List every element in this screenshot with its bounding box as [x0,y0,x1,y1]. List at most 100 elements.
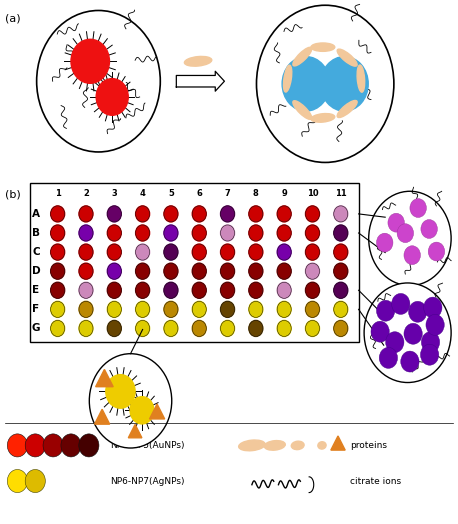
Circle shape [221,206,234,222]
Circle shape [51,244,65,260]
Circle shape [79,244,93,260]
Ellipse shape [284,65,292,92]
Text: 4: 4 [140,189,146,199]
Ellipse shape [402,293,418,299]
Circle shape [305,282,320,298]
Circle shape [107,320,121,336]
Polygon shape [128,424,142,438]
Circle shape [51,225,65,241]
Circle shape [221,244,234,260]
Text: NP6-NP7(AgNPs): NP6-NP7(AgNPs) [110,476,185,486]
Circle shape [51,263,65,279]
Text: (b): (b) [5,190,20,200]
Circle shape [221,225,234,241]
Circle shape [130,397,154,424]
Circle shape [79,282,93,298]
Circle shape [107,263,121,279]
Text: A: A [32,209,40,219]
Text: C: C [32,247,40,257]
Circle shape [221,263,234,279]
Ellipse shape [392,209,408,217]
Circle shape [107,225,121,241]
Ellipse shape [185,57,212,66]
Circle shape [305,206,320,222]
Circle shape [277,263,291,279]
Ellipse shape [311,43,335,51]
Ellipse shape [291,441,304,450]
Circle shape [305,301,320,318]
Circle shape [164,206,178,222]
Circle shape [305,320,320,336]
Circle shape [364,283,451,383]
Circle shape [221,320,234,336]
Circle shape [164,320,178,336]
Circle shape [388,213,404,232]
Circle shape [43,434,63,457]
Ellipse shape [357,65,365,92]
Circle shape [96,79,128,115]
Circle shape [249,320,263,336]
Circle shape [79,301,93,318]
Circle shape [136,225,150,241]
Circle shape [420,344,439,365]
Circle shape [136,244,150,260]
Circle shape [428,242,445,261]
Circle shape [164,244,178,260]
Circle shape [421,332,440,353]
Circle shape [192,225,206,241]
Ellipse shape [311,114,335,122]
Circle shape [164,225,178,241]
Ellipse shape [376,357,392,366]
Circle shape [371,321,389,342]
Text: 11: 11 [335,189,347,199]
Circle shape [282,57,330,111]
Circle shape [421,220,437,238]
Text: 8: 8 [253,189,259,199]
Text: B: B [32,228,40,238]
Circle shape [376,233,393,252]
Ellipse shape [414,256,431,265]
Circle shape [334,225,348,241]
Ellipse shape [264,441,285,450]
Circle shape [25,470,45,493]
Circle shape [249,301,263,318]
Text: proteins: proteins [350,441,387,450]
Circle shape [401,351,419,372]
Circle shape [426,314,444,335]
Circle shape [192,320,206,336]
Circle shape [277,320,291,336]
Circle shape [249,282,263,298]
Text: 9: 9 [281,189,287,199]
Ellipse shape [337,101,357,117]
Circle shape [107,301,121,318]
Text: 5: 5 [168,189,174,199]
Circle shape [277,282,291,298]
Text: 2: 2 [83,189,89,199]
Text: G: G [32,323,40,333]
Circle shape [192,206,206,222]
Circle shape [404,323,422,344]
Circle shape [277,301,291,318]
Circle shape [51,206,65,222]
Circle shape [79,263,93,279]
Circle shape [7,434,27,457]
Circle shape [61,434,81,457]
Circle shape [249,206,263,222]
Ellipse shape [293,101,312,119]
Circle shape [192,263,206,279]
Circle shape [379,347,398,368]
Circle shape [334,320,348,336]
Circle shape [106,375,135,408]
Text: 10: 10 [307,189,318,199]
Circle shape [249,225,263,241]
Circle shape [25,434,45,457]
Polygon shape [149,404,165,419]
Circle shape [51,320,65,336]
Ellipse shape [425,345,441,352]
Circle shape [334,282,348,298]
Circle shape [164,263,178,279]
Circle shape [192,282,206,298]
Circle shape [410,199,426,217]
Circle shape [397,224,414,243]
Circle shape [277,225,291,241]
